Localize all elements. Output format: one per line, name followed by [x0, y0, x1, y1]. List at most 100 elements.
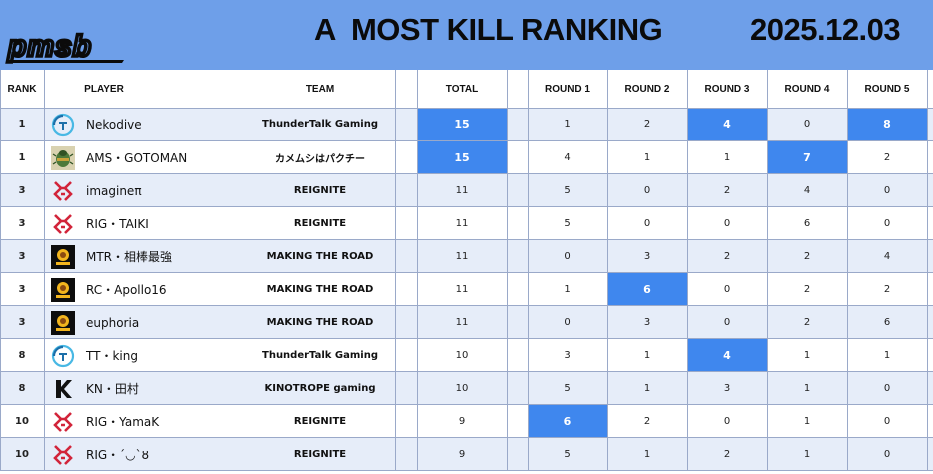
grid-line	[0, 239, 933, 240]
grid-line	[44, 70, 45, 471]
total-kills-cell: 11	[455, 185, 469, 196]
team-name-cell: MAKING THE ROAD	[266, 251, 374, 262]
thundertalk-logo-icon	[51, 113, 75, 137]
round-5-kills-cell: 0	[883, 185, 891, 196]
player-name-cell: euphoria	[86, 315, 140, 330]
rank-cell: 10	[15, 449, 29, 460]
round-1-kills-cell: 3	[564, 350, 571, 361]
round-3-column-header: ROUND 3	[704, 83, 750, 95]
table-row: 8 KN・田村 KINOTROPE gaming 10 5 1 3 1 0	[0, 372, 933, 405]
total-kills-cell: 11	[455, 251, 469, 262]
team-name-cell: ThunderTalk Gaming	[262, 350, 378, 361]
grid-line	[0, 305, 933, 306]
table-row: 10 RIG・YamaK REIGNITE 9 6 2 0 1 0	[0, 405, 933, 438]
table-row: 1 AMS・GOTOMAN カメムシはパクチー 15 4 1 1 7 2	[0, 141, 933, 174]
round-1-column-header: ROUND 1	[544, 83, 590, 95]
table-row: 10 RIG・´◡`ȣ REIGNITE 9 5 1 2 1 0	[0, 438, 933, 471]
grid-line	[607, 70, 608, 471]
reignite-logo-icon	[51, 443, 75, 467]
round-5-kills-cell: 8	[847, 108, 927, 141]
team-name-cell: REIGNITE	[293, 449, 347, 460]
grid-line	[0, 108, 933, 109]
round-4-kills-cell: 2	[803, 251, 811, 262]
player-name-cell: TT・king	[86, 349, 138, 363]
round-5-kills-cell: 1	[883, 350, 891, 361]
rank-cell: 10	[15, 416, 29, 427]
round-5-kills-cell: 6	[883, 317, 891, 328]
making-the-road-logo-icon	[51, 278, 75, 302]
round-5-kills-cell: 0	[883, 383, 891, 394]
round-1-kills-cell: 0	[564, 317, 571, 328]
round-2-kills-cell: 1	[643, 383, 651, 394]
total-kills-cell: 11	[455, 218, 469, 229]
page-title: A MOST KILL RANKING	[314, 12, 663, 47]
grid-line	[0, 338, 933, 339]
round-3-kills-cell: 0	[723, 284, 731, 295]
round-2-kills-cell: 2	[643, 416, 651, 427]
event-date: 2025.12.03	[750, 12, 901, 47]
rank-cell: 3	[18, 317, 26, 328]
round-4-kills-cell: 1	[803, 383, 811, 394]
round-2-kills-cell: 3	[643, 251, 651, 262]
grid-line	[507, 70, 508, 471]
round-2-kills-cell: 1	[643, 152, 651, 163]
player-name-cell: Nekodive	[86, 117, 142, 132]
rank-cell: 3	[18, 251, 26, 262]
grid-line	[767, 70, 768, 471]
rank-column-header: RANK	[7, 83, 37, 95]
round-1-kills-cell: 5	[564, 218, 571, 229]
total-column-header: TOTAL	[445, 83, 479, 95]
player-name-cell: KN・田村	[86, 382, 139, 396]
total-kills-cell: 9	[458, 416, 466, 427]
round-1-kills-cell: 5	[564, 383, 571, 394]
round-1-kills-cell: 5	[564, 449, 571, 460]
round-4-kills-cell: 2	[803, 284, 811, 295]
round-5-kills-cell: 2	[883, 152, 891, 163]
round-1-kills-cell: 1	[564, 119, 571, 130]
grid-line	[395, 70, 396, 471]
team-name-cell: REIGNITE	[293, 218, 347, 229]
round-5-kills-cell: 0	[883, 416, 891, 427]
player-name-cell: RC・Apollo16	[86, 283, 167, 297]
table-row: 8 TT・king ThunderTalk Gaming 10 3 1 4 1 1	[0, 339, 933, 372]
rank-cell: 8	[18, 383, 26, 394]
round-2-kills-cell: 2	[643, 119, 651, 130]
team-name-cell: KINOTROPE gaming	[264, 383, 376, 394]
round-2-kills-cell: 6	[607, 273, 687, 306]
team-name-cell: MAKING THE ROAD	[266, 317, 374, 328]
player-name-cell: AMS・GOTOMAN	[86, 151, 188, 165]
round-4-kills-cell: 6	[803, 218, 811, 229]
grid-line	[528, 70, 529, 471]
player-name-cell: imagineπ	[86, 183, 142, 198]
kinotrope-logo-icon	[51, 377, 75, 401]
round-1-kills-cell: 4	[564, 152, 571, 163]
reignite-logo-icon	[51, 212, 75, 236]
total-kills-cell: 11	[455, 284, 469, 295]
round-3-kills-cell: 0	[723, 218, 731, 229]
round-3-kills-cell: 0	[723, 317, 731, 328]
round-3-kills-cell: 4	[687, 339, 767, 372]
round-4-kills-cell: 4	[803, 185, 811, 196]
round-3-kills-cell: 1	[723, 152, 731, 163]
pmsb-logo: pmsb	[5, 28, 124, 64]
grid-line	[0, 404, 933, 405]
grid-line	[0, 70, 1, 471]
team-name-cell: MAKING THE ROAD	[266, 284, 374, 295]
reignite-logo-icon	[51, 410, 75, 434]
grid-line	[687, 70, 688, 471]
round-4-kills-cell: 1	[803, 416, 811, 427]
round-4-kills-cell: 0	[803, 119, 811, 130]
grid-line	[847, 70, 848, 471]
player-name-cell: MTR・相棒最強	[86, 250, 173, 264]
team-name-cell: REIGNITE	[293, 185, 347, 196]
rank-cell: 1	[18, 152, 26, 163]
grid-line	[0, 437, 933, 438]
table-row: 3 MTR・相棒最強 MAKING THE ROAD 11 0 3 2 2 4	[0, 240, 933, 273]
table-row: 1 Nekodive ThunderTalk Gaming 15 1 2 4 0 8	[0, 108, 933, 141]
player-column-header: PLAYER	[84, 83, 124, 95]
round-2-kills-cell: 3	[643, 317, 651, 328]
round-3-kills-cell: 2	[723, 185, 731, 196]
round-1-kills-cell: 5	[564, 185, 571, 196]
player-name-cell: RIG・YamaK	[86, 415, 160, 429]
grid-line	[0, 272, 933, 273]
